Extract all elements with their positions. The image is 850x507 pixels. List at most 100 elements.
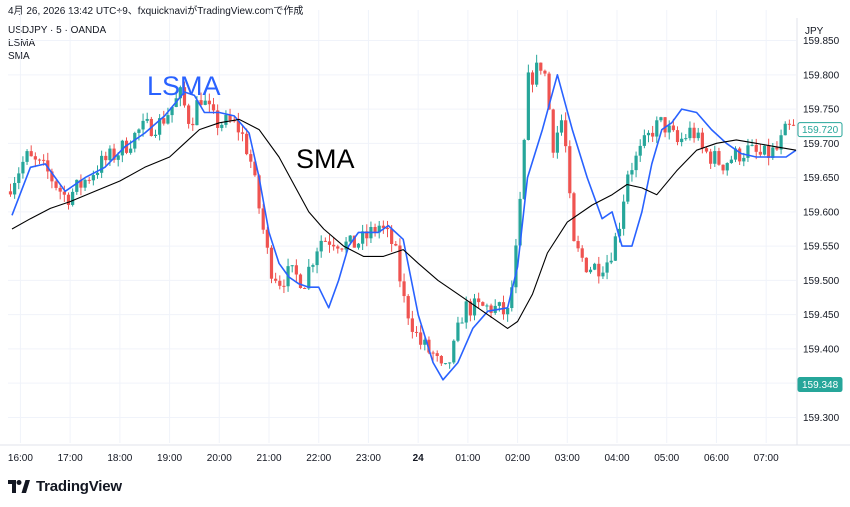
candle-body: [646, 132, 651, 136]
candle-body: [228, 114, 232, 121]
candle-body: [381, 225, 385, 228]
candle-body: [104, 155, 108, 161]
candle-body: [58, 187, 62, 192]
candle-body: [356, 243, 361, 248]
candle-body: [332, 244, 336, 247]
candle-body: [87, 179, 91, 181]
lsma-annotation: LSMA: [147, 71, 221, 101]
candle-body: [207, 100, 211, 105]
candle-body: [688, 127, 692, 139]
candle-body: [448, 362, 452, 364]
candle-body: [472, 298, 477, 316]
candle-body: [692, 127, 696, 139]
price-tick-label: 159.300: [803, 413, 840, 424]
price-tick-label: 159.550: [803, 242, 840, 253]
candle-body: [290, 265, 294, 267]
candle-body: [551, 109, 555, 153]
candle-body: [613, 236, 617, 261]
candle-body: [245, 133, 249, 155]
candle-body: [738, 148, 742, 162]
candle-body: [137, 129, 141, 133]
candle-body: [307, 266, 311, 289]
candle-body: [601, 272, 605, 277]
candle-body: [195, 100, 199, 126]
candle-body: [514, 245, 518, 288]
candle-body: [742, 157, 746, 162]
candle-body: [120, 140, 124, 156]
time-tick-label: 19:00: [157, 453, 182, 464]
candle-body: [489, 305, 493, 313]
candle-body: [278, 280, 282, 286]
candle-body: [129, 148, 133, 153]
candle-body: [609, 260, 613, 263]
candle-body: [361, 231, 365, 244]
indicator-legend-lsma[interactable]: LSMA: [8, 38, 36, 49]
price-tick-label: 159.750: [803, 105, 840, 116]
candle-body: [91, 175, 95, 181]
candle-body: [71, 191, 75, 205]
candle-body: [377, 225, 381, 233]
candle-body: [406, 296, 410, 319]
candle-body: [547, 73, 551, 110]
time-tick-label: 03:00: [555, 453, 580, 464]
candle-body: [66, 194, 71, 205]
candle-body: [593, 263, 597, 270]
candle-body: [456, 322, 460, 341]
candle-body: [315, 251, 319, 266]
candle-body: [588, 269, 593, 273]
candle-body: [265, 229, 269, 248]
time-tick-label: 17:00: [58, 453, 83, 464]
candle-body: [319, 240, 323, 252]
time-tick-label: 04:00: [605, 453, 630, 464]
time-tick-label: 02:00: [505, 453, 530, 464]
candle-body: [700, 132, 704, 149]
candle-body: [323, 240, 327, 242]
candle-body: [394, 243, 398, 246]
candle-body: [555, 132, 559, 153]
candle-body: [655, 120, 659, 137]
candle-body: [626, 174, 630, 202]
candle-body: [112, 148, 116, 160]
candle-body: [506, 308, 510, 315]
candle-body: [717, 151, 721, 165]
tradingview-logo-icon: [8, 480, 30, 493]
sma-line: [11, 118, 797, 329]
candle-body: [535, 62, 539, 85]
candle-body: [435, 353, 439, 357]
candle-body: [327, 241, 332, 245]
candle-body: [294, 265, 298, 275]
candle-body: [336, 246, 340, 249]
candle-body: [680, 138, 684, 143]
candle-body: [62, 191, 66, 195]
candle-body: [79, 179, 83, 188]
candle-body: [410, 318, 414, 332]
candle-body: [460, 322, 464, 324]
candle-body: [721, 164, 725, 171]
candle-body: [634, 155, 638, 171]
candle-body: [298, 274, 303, 289]
candle-body: [17, 173, 21, 183]
lower-price-badge: [797, 377, 843, 393]
candle-body: [253, 161, 257, 176]
candle-body: [564, 120, 568, 147]
tradingview-logo-text: TradingView: [36, 478, 122, 495]
tradingview-logo[interactable]: TradingView: [8, 478, 122, 495]
time-tick-label: 22:00: [306, 453, 331, 464]
candle-body: [37, 159, 42, 161]
candle-body: [622, 201, 626, 229]
candle-body: [240, 132, 245, 134]
candle-body: [758, 151, 762, 155]
candle-body: [158, 118, 162, 135]
candle-body: [145, 118, 149, 121]
candle-body: [530, 72, 535, 85]
candle-body: [518, 198, 522, 246]
symbol-info[interactable]: USDJPY · 5 · OANDA: [8, 25, 107, 36]
candle-body: [787, 123, 791, 125]
price-tick-label: 159.700: [803, 139, 840, 150]
candle-body: [468, 301, 472, 316]
time-tick-label: 20:00: [207, 453, 232, 464]
indicator-legend-sma[interactable]: SMA: [8, 51, 30, 62]
candle-body: [282, 285, 286, 287]
candle-body: [427, 339, 431, 353]
